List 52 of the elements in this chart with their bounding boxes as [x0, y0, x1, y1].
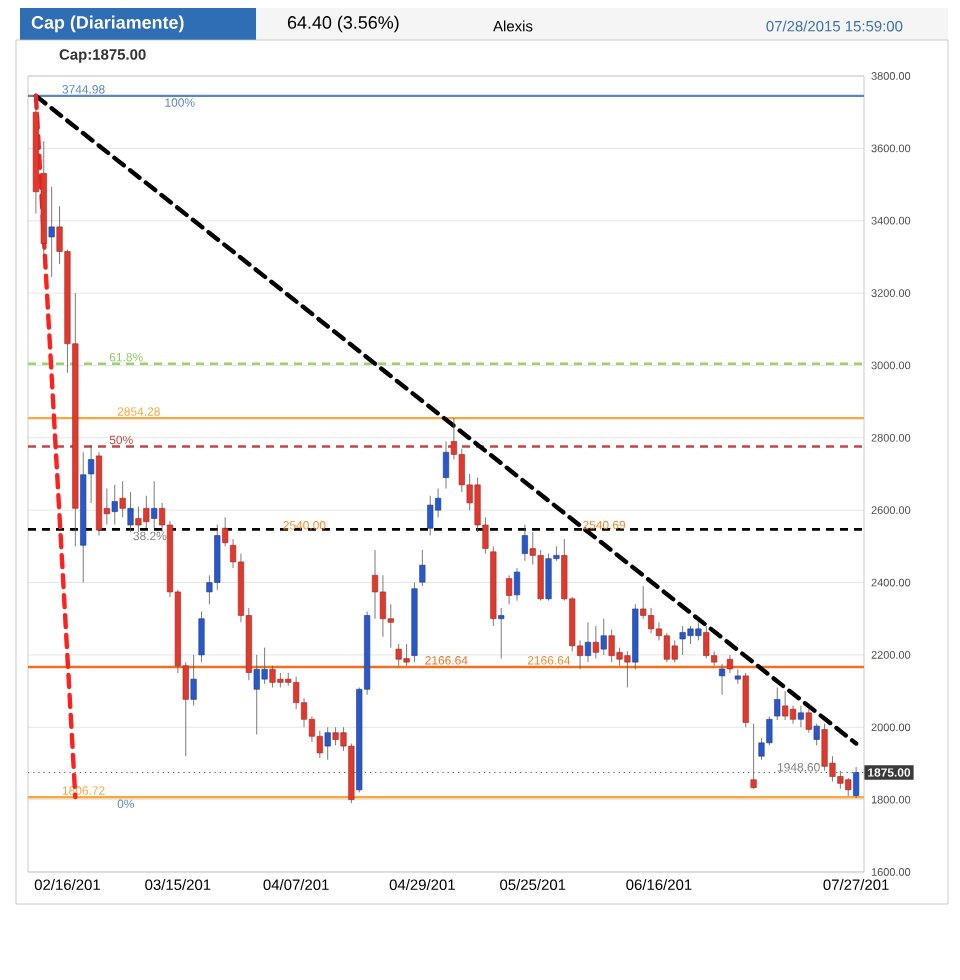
candlestick	[498, 607, 505, 659]
candlestick	[253, 654, 260, 735]
candlestick	[797, 705, 804, 728]
candlestick	[845, 777, 852, 797]
candlestick	[48, 186, 55, 278]
candlestick	[545, 553, 552, 602]
candlestick	[537, 549, 544, 602]
candlestick	[592, 625, 599, 659]
candlestick	[726, 654, 733, 674]
candlestick	[403, 643, 410, 667]
chart-subtitle: 64.40 (3.56%)	[287, 15, 399, 33]
candlestick	[419, 549, 426, 587]
candlestick	[679, 625, 686, 656]
candlestick	[371, 549, 379, 620]
candlestick	[695, 621, 702, 641]
candlestick	[513, 567, 521, 602]
candlestick	[198, 611, 205, 663]
candlestick	[427, 495, 434, 536]
candlestick	[151, 480, 158, 529]
candlestick	[521, 524, 528, 562]
candlestick	[774, 687, 781, 721]
candlestick	[742, 672, 749, 728]
candlestick	[269, 665, 276, 688]
candlestick	[332, 726, 339, 746]
candlestick	[127, 491, 134, 533]
candlestick	[687, 625, 694, 645]
candlestick	[805, 708, 812, 734]
candlestick	[648, 607, 655, 634]
candlestick	[789, 705, 797, 725]
candlestick	[190, 654, 197, 706]
candlestick	[324, 726, 331, 761]
candlestick	[261, 647, 268, 685]
candlestick	[608, 629, 615, 663]
candlestick	[813, 723, 820, 746]
candlestick	[119, 480, 126, 518]
chart-title: Cap (Diariamente)	[31, 15, 184, 33]
candlestick	[143, 495, 150, 529]
candlestick	[703, 625, 710, 659]
candlestick	[671, 640, 678, 663]
candlestick	[782, 690, 789, 721]
candlestick	[584, 621, 592, 663]
candlestick	[214, 524, 221, 591]
candlestick	[600, 618, 607, 656]
candlestick	[442, 441, 450, 489]
candlestick	[111, 484, 118, 526]
candlestick	[624, 650, 631, 688]
candlestick	[821, 723, 828, 772]
candlestick	[395, 643, 402, 667]
candlestick	[506, 574, 513, 605]
candlestick	[135, 506, 142, 533]
candlestick	[718, 663, 726, 696]
candlestick	[750, 723, 757, 790]
